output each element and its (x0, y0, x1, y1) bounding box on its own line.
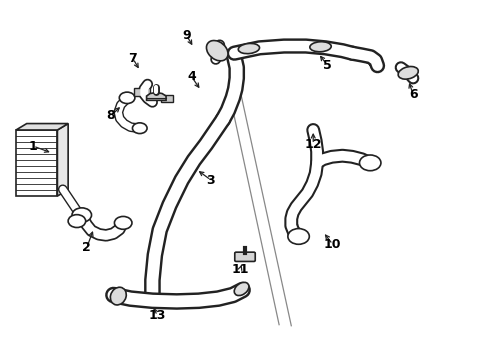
Text: 8: 8 (107, 109, 115, 122)
Circle shape (288, 229, 309, 244)
Ellipse shape (234, 282, 249, 296)
FancyBboxPatch shape (134, 88, 150, 96)
Circle shape (72, 208, 92, 222)
Polygon shape (147, 93, 166, 100)
Text: 5: 5 (323, 59, 332, 72)
Text: 4: 4 (187, 70, 196, 83)
Circle shape (119, 92, 135, 104)
Text: 10: 10 (324, 238, 342, 251)
Circle shape (132, 123, 147, 134)
Text: 11: 11 (231, 263, 249, 276)
Text: 6: 6 (409, 88, 417, 101)
FancyBboxPatch shape (235, 252, 255, 261)
FancyBboxPatch shape (161, 95, 173, 102)
Circle shape (68, 215, 86, 228)
Circle shape (115, 216, 132, 229)
Text: 7: 7 (128, 52, 137, 65)
Ellipse shape (110, 287, 126, 305)
Text: 2: 2 (82, 241, 91, 255)
Ellipse shape (206, 41, 228, 61)
Text: 13: 13 (148, 309, 166, 322)
Ellipse shape (310, 42, 331, 52)
Text: 12: 12 (304, 138, 322, 151)
Ellipse shape (238, 44, 260, 54)
Polygon shape (16, 130, 57, 196)
Text: 1: 1 (29, 140, 37, 153)
Polygon shape (57, 123, 68, 196)
Ellipse shape (398, 67, 418, 79)
Text: 9: 9 (182, 29, 191, 42)
Circle shape (360, 155, 381, 171)
Polygon shape (16, 123, 68, 130)
Text: 3: 3 (207, 174, 215, 186)
